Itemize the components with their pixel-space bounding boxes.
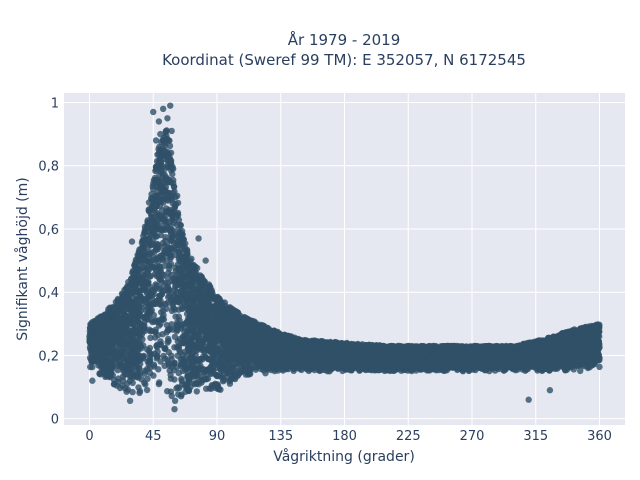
data-point <box>160 352 167 360</box>
data-points <box>86 102 603 413</box>
data-point <box>129 388 136 396</box>
data-point <box>126 397 134 404</box>
data-point <box>577 367 584 375</box>
data-point <box>171 333 179 340</box>
data-point <box>147 272 155 280</box>
data-point <box>87 363 94 371</box>
chart-title-line2: Koordinat (Sweref 99 TM): E 352057, N 61… <box>162 51 526 69</box>
data-point <box>147 334 154 341</box>
chart-title-line1: År 1979 - 2019 <box>288 30 401 49</box>
data-point <box>596 363 603 371</box>
data-point <box>116 384 124 392</box>
data-point <box>193 388 200 395</box>
data-point <box>156 379 163 386</box>
data-point <box>152 281 159 288</box>
data-point <box>175 391 182 398</box>
data-point <box>161 345 168 352</box>
